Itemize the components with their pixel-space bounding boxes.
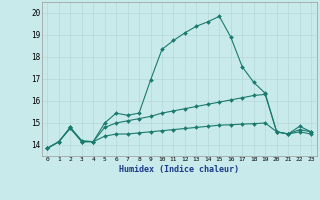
X-axis label: Humidex (Indice chaleur): Humidex (Indice chaleur) — [119, 165, 239, 174]
